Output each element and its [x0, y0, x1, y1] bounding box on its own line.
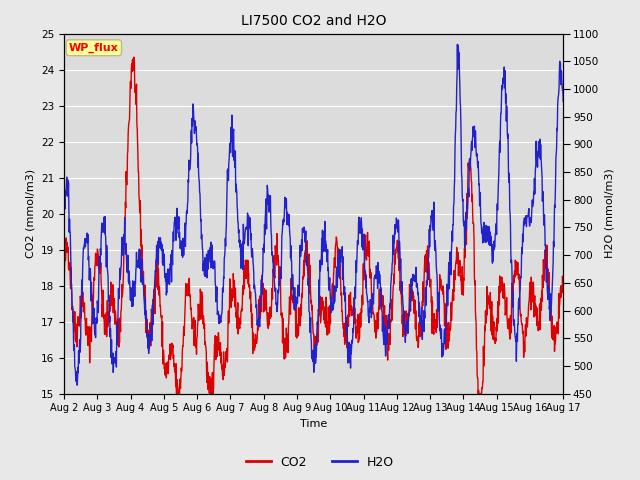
Text: WP_flux: WP_flux	[69, 43, 119, 53]
Y-axis label: H2O (mmol/m3): H2O (mmol/m3)	[605, 169, 615, 258]
Title: LI7500 CO2 and H2O: LI7500 CO2 and H2O	[241, 14, 387, 28]
X-axis label: Time: Time	[300, 419, 327, 429]
Y-axis label: CO2 (mmol/m3): CO2 (mmol/m3)	[26, 169, 35, 258]
Legend: CO2, H2O: CO2, H2O	[241, 451, 399, 474]
